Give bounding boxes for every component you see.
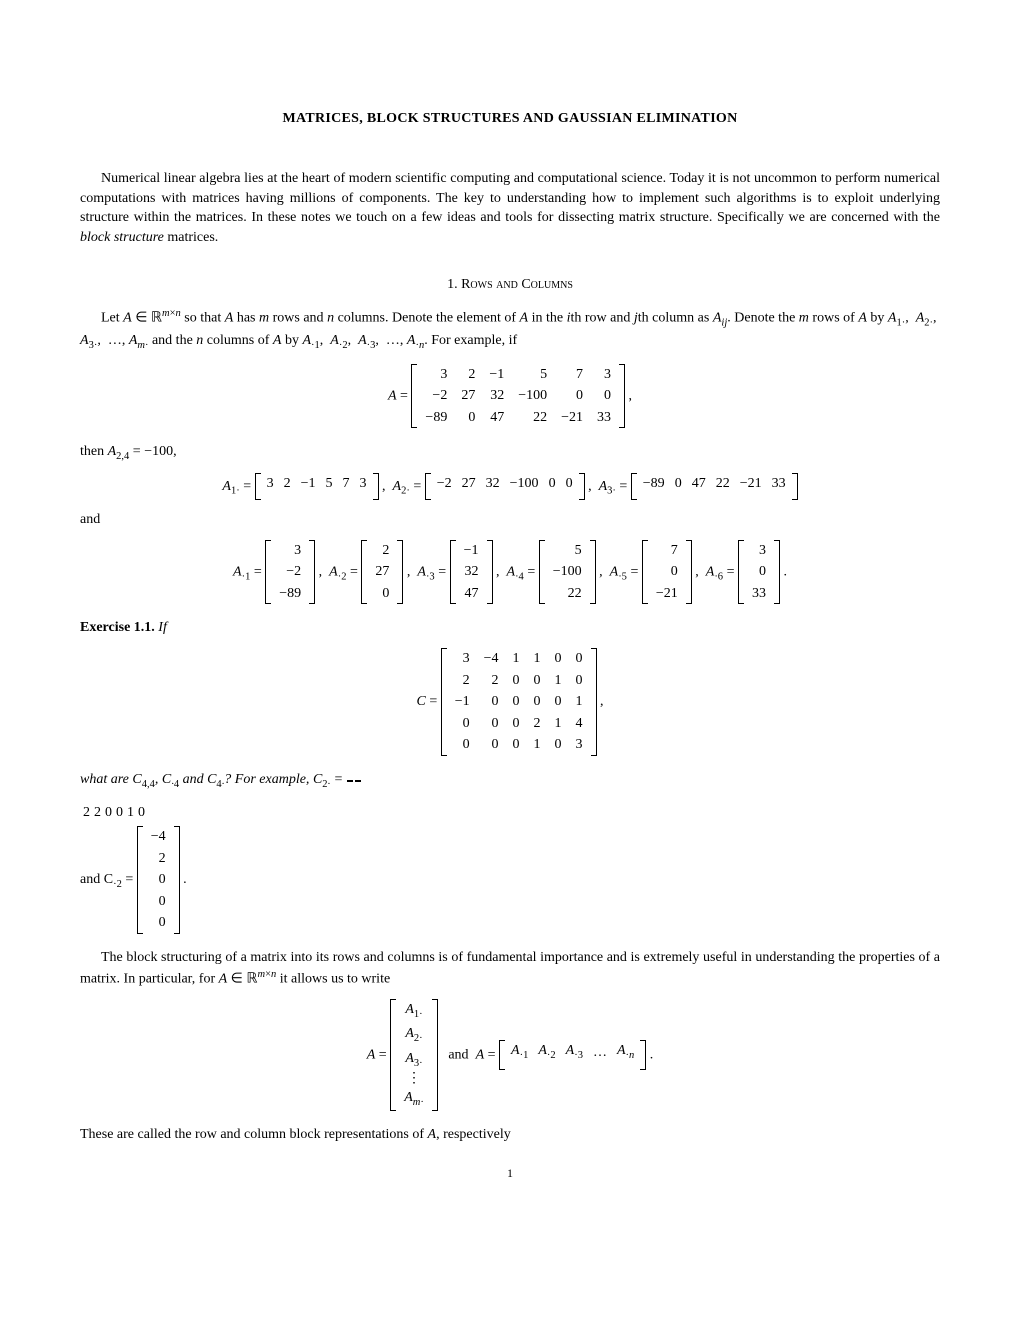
t: . For example, if: [424, 333, 517, 348]
t: A: [108, 444, 117, 459]
t: . Denote the: [727, 311, 799, 326]
intro-italic: block structure: [80, 230, 164, 245]
t: rows and: [269, 311, 327, 326]
t: columns of: [203, 333, 273, 348]
final-line: These are called the row and column bloc…: [80, 1125, 940, 1145]
t: If: [155, 620, 167, 635]
rows-line: A1· = 32−1573 , A2· = −22732−10000 , A3·…: [80, 473, 940, 500]
intro-end: matrices.: [164, 230, 218, 245]
t: ? For example,: [224, 772, 313, 787]
matrix-A-def: A = 32−1573 −22732−10000 −8904722−2133 ,: [80, 364, 940, 429]
matrix-C-def: C = 3−41100 220010 −100001 000214 000103…: [80, 648, 940, 756]
t: The block structuring of a matrix into i…: [80, 950, 940, 986]
section-heading: 1. Rows and Columns: [80, 275, 940, 295]
t: by: [867, 311, 888, 326]
exercise-question: what are C4,4, C·4 and C4·? For example,…: [80, 770, 940, 792]
t: 2,4: [116, 451, 129, 462]
then-line: then A2,4 = −100,: [80, 442, 940, 464]
exercise-num: Exercise 1.1.: [80, 620, 155, 635]
intro-text: Numerical linear algebra lies at the hea…: [80, 171, 940, 225]
t: , respectively: [436, 1127, 511, 1142]
t: columns. Denote the element of: [334, 311, 519, 326]
t: and: [80, 872, 104, 887]
block-repr: A = A1· A2· A3· ⋮ Am· and A = A·1 A·2 A·…: [80, 999, 940, 1112]
t: Let: [101, 311, 123, 326]
t: it allows us to write: [276, 971, 390, 986]
t: These are called the row and column bloc…: [80, 1127, 428, 1142]
t: and the: [148, 333, 196, 348]
t: what are: [80, 772, 132, 787]
section-title: Rows and Columns: [461, 277, 573, 292]
block-para: The block structuring of a matrix into i…: [80, 948, 940, 989]
t: = −100,: [129, 444, 176, 459]
page-number: 1: [80, 1165, 940, 1182]
t: th row and: [571, 311, 634, 326]
cols-line: A·1 = 3−2−89 , A·2 = 2270 , A·3 = −13247…: [80, 540, 940, 605]
t: by: [281, 333, 302, 348]
section-number: 1.: [447, 277, 461, 292]
t: in the: [528, 311, 567, 326]
page-title: MATRICES, BLOCK STRUCTURES AND GAUSSIAN …: [80, 109, 940, 129]
para-1: Let A ∈ ℝm×n so that A has m rows and n …: [80, 307, 940, 354]
exercise-label: Exercise 1.1. If: [80, 618, 940, 638]
t: and: [179, 772, 207, 787]
t: th column as: [638, 311, 713, 326]
t: then: [80, 444, 108, 459]
and-line: and: [80, 510, 940, 530]
t: rows of: [809, 311, 858, 326]
t: so that: [181, 311, 225, 326]
intro-para: Numerical linear algebra lies at the hea…: [80, 169, 940, 247]
t: has: [233, 311, 259, 326]
